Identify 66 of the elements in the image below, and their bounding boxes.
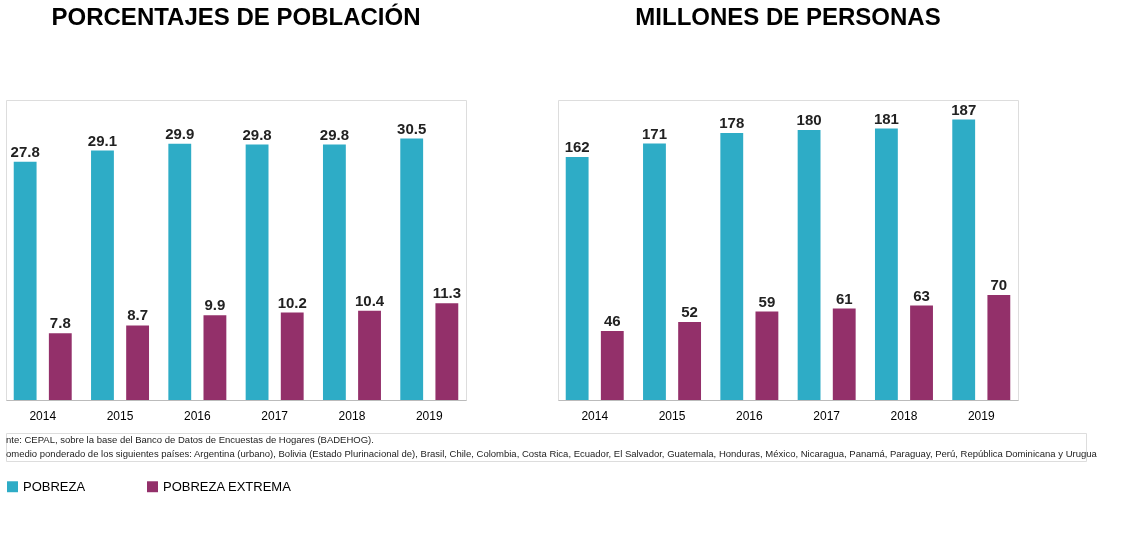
data-label: 29.9 bbox=[165, 124, 195, 142]
bar bbox=[910, 305, 933, 400]
data-label: 46 bbox=[603, 312, 621, 329]
bar bbox=[48, 333, 72, 400]
x-tick-label: 2018 bbox=[890, 408, 918, 423]
bar bbox=[755, 311, 779, 400]
data-label: 10.2 bbox=[277, 293, 307, 311]
bar bbox=[643, 143, 666, 400]
x-tick-label: 2015 bbox=[658, 408, 686, 423]
bar bbox=[245, 144, 269, 400]
data-label: 27.8 bbox=[10, 142, 40, 160]
legend-label: POBREZA bbox=[23, 478, 86, 494]
bar bbox=[987, 295, 1011, 400]
legend-label: POBREZA EXTREMA bbox=[163, 478, 292, 494]
x-tick-label: 2018 bbox=[338, 408, 366, 423]
bar bbox=[280, 312, 304, 400]
chart-title: MILLONES DE PERSONAS bbox=[635, 3, 941, 30]
bar bbox=[797, 130, 821, 400]
data-label: 70 bbox=[990, 276, 1008, 293]
data-label: 29.8 bbox=[319, 125, 349, 143]
data-label: 63 bbox=[913, 286, 930, 304]
x-tick-label: 2017 bbox=[261, 408, 289, 423]
data-label: 10.4 bbox=[354, 291, 385, 309]
x-tick-label: 2017 bbox=[813, 408, 841, 423]
x-tick-label: 2016 bbox=[183, 408, 212, 423]
data-label: 8.7 bbox=[127, 306, 149, 324]
data-label: 29.8 bbox=[242, 125, 272, 143]
bar bbox=[832, 308, 856, 400]
data-label: 9.9 bbox=[204, 296, 226, 314]
bar bbox=[435, 303, 459, 400]
x-tick-label: 2016 bbox=[735, 408, 764, 423]
bar bbox=[91, 150, 114, 400]
bar bbox=[874, 128, 898, 400]
bar bbox=[678, 322, 702, 400]
bar bbox=[720, 133, 744, 400]
data-label: 61 bbox=[835, 289, 853, 307]
bar bbox=[168, 143, 192, 400]
data-label: 171 bbox=[641, 124, 667, 142]
data-label: 30.5 bbox=[397, 119, 427, 137]
bar bbox=[322, 144, 346, 400]
data-label: 7.8 bbox=[49, 314, 71, 332]
chart-title: PORCENTAJES DE POBLACIÓN bbox=[51, 3, 421, 30]
data-label: 181 bbox=[873, 109, 899, 127]
data-label: 59 bbox=[758, 292, 776, 310]
x-tick-label: 2015 bbox=[106, 408, 134, 423]
bar bbox=[565, 157, 589, 400]
text: omedio ponderado de los siguientes países: Argentina (urbano), Bolivia (Estado Plurinacional de), Brasil, Chile, Colombia, Costa Rica, Ecuador, El Salvador, Guatemala, Honduras, México, Nicaragua, Panamá, Paraguay, Perú, República Dominicana y Urugua bbox=[6, 448, 1098, 459]
data-label: 178 bbox=[719, 114, 745, 131]
x-tick-label: 2019 bbox=[415, 408, 443, 423]
bar bbox=[400, 138, 424, 400]
bar bbox=[600, 331, 624, 400]
data-label: 162 bbox=[564, 138, 590, 155]
data-label: 29.1 bbox=[87, 131, 118, 149]
data-label: 11.3 bbox=[432, 284, 462, 302]
data-label: 52 bbox=[681, 303, 698, 320]
x-tick-label: 2019 bbox=[967, 408, 995, 423]
x-tick-label: 2014 bbox=[581, 408, 609, 423]
bar bbox=[13, 161, 37, 400]
bar bbox=[952, 119, 976, 400]
x-tick-label: 2014 bbox=[29, 408, 57, 423]
data-label: 180 bbox=[796, 111, 822, 128]
bar bbox=[203, 315, 227, 400]
data-label: 187 bbox=[951, 100, 977, 118]
bar bbox=[126, 325, 150, 400]
bar bbox=[358, 310, 381, 400]
text: nte: CEPAL, sobre la base del Banco de Datos de Encuestas de Hogares (BADEHOG). bbox=[6, 434, 374, 445]
